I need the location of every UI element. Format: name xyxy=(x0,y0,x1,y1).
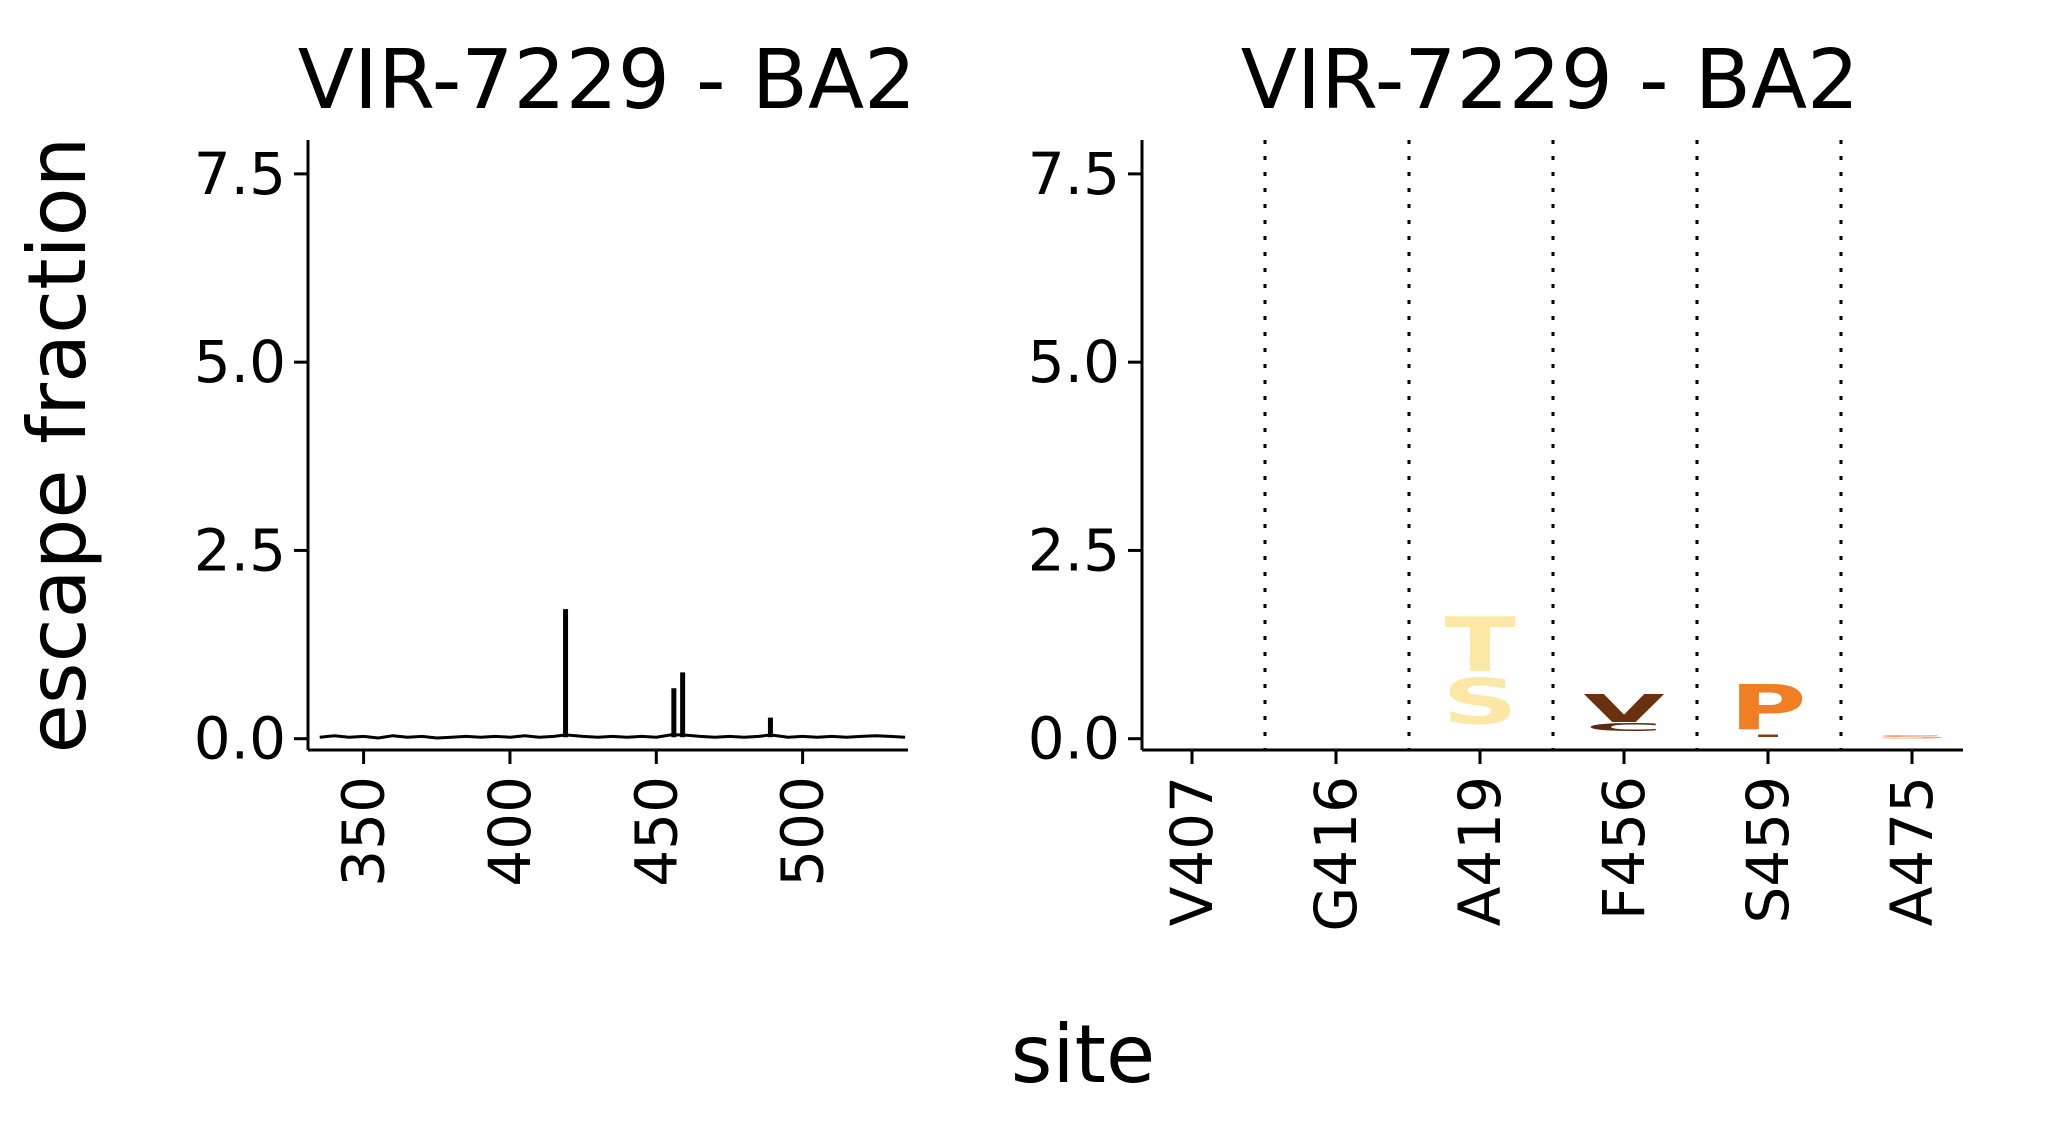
site-line-chart: VIR-7229 - BA2 0.0 2.5 5.0 7.5 350 400 450 500 xyxy=(194,33,916,887)
y-tick-label: 5.0 xyxy=(194,328,286,396)
logo-letter: P xyxy=(1730,673,1807,745)
chart-title: VIR-7229 - BA2 xyxy=(1241,33,1859,128)
logo-letter: S xyxy=(1442,667,1518,739)
x-tick-label: 350 xyxy=(330,776,398,887)
sequence-logo-chart: VIR-7229 - BA2 0.0 2.5 5.0 7.5 V407 G416 A419 F… xyxy=(1028,33,1963,932)
x-tick-label: 500 xyxy=(769,776,837,887)
y-tick-label: 5.0 xyxy=(1028,328,1120,396)
x-tick-label: G416 xyxy=(1302,776,1370,932)
x-tick-label: S459 xyxy=(1734,776,1802,924)
logo-letter: C xyxy=(1585,721,1662,734)
y-tick-label: 7.5 xyxy=(1028,140,1120,208)
logo-letter: S xyxy=(1874,735,1950,740)
x-tick-label: A419 xyxy=(1446,776,1514,926)
x-tick-label: 450 xyxy=(622,776,690,887)
x-tick-label: V407 xyxy=(1158,776,1226,926)
data-line xyxy=(319,733,906,740)
x-tick-label: F456 xyxy=(1590,776,1658,920)
y-tick-label: 7.5 xyxy=(194,140,286,208)
logo-letter: I xyxy=(1748,734,1787,738)
y-tick-label: 2.5 xyxy=(1028,516,1120,584)
y-tick-label: 0.0 xyxy=(1028,705,1120,773)
figure-ylabel: escape fraction xyxy=(11,137,104,754)
figure-xlabel: site xyxy=(1011,1008,1156,1101)
logo-letter: T xyxy=(1444,601,1516,689)
logo-letter: V xyxy=(1583,686,1664,731)
chart-title: VIR-7229 - BA2 xyxy=(298,33,916,128)
x-tick-label: A475 xyxy=(1878,776,1946,926)
x-tick-label: 400 xyxy=(476,776,544,887)
y-tick-label: 0.0 xyxy=(194,705,286,773)
y-tick-label: 2.5 xyxy=(194,516,286,584)
